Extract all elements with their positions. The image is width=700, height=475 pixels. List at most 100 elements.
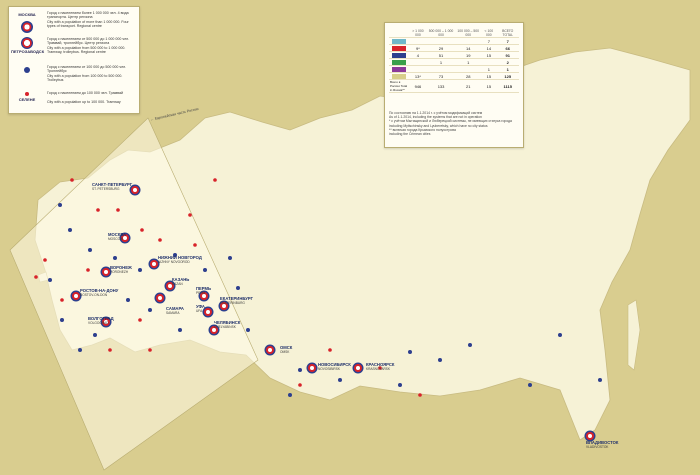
tram-city-dot	[86, 268, 90, 272]
table-cell	[409, 65, 427, 73]
table-cell: 51	[426, 51, 456, 59]
table-cell: 1	[455, 58, 482, 66]
trolleybus-city-dot	[93, 333, 97, 337]
city-ring-center	[74, 294, 78, 298]
trolleybus-city-dot	[408, 350, 412, 354]
table-cell	[409, 37, 427, 45]
city-ring-center	[268, 348, 272, 352]
legend-desc-ru: Город с населением от 100 000 до 500 000…	[47, 65, 127, 74]
table-notes: По состоянию на 1.1.2014 г. с учётом мод…	[389, 111, 519, 136]
tram-city-dot	[158, 238, 162, 242]
table-cell: 28	[455, 72, 482, 80]
legend-desc-en: City with a population up to 100 000. Tr…	[47, 100, 121, 104]
trolleybus-city-dot	[68, 228, 72, 232]
city-ring-center	[152, 262, 156, 266]
row-label	[389, 58, 409, 66]
city-label-rostov: Ростов-на-Дону Rostov-on-Don	[80, 288, 119, 297]
sakhalin-island	[627, 299, 641, 371]
trolleybus-city-dot	[203, 268, 207, 272]
note-line: ** включая города Крымского полуострова	[389, 127, 456, 132]
table-cell	[426, 65, 456, 73]
city-ring-center	[310, 366, 314, 370]
table-row: Всего в России Total in Russia** 946 133 21…	[389, 79, 519, 93]
trolleybus-city-dot	[173, 253, 177, 257]
column-header: < 100 000	[481, 29, 497, 38]
city-ring-center	[133, 188, 137, 192]
table-cell	[455, 37, 482, 45]
tram-city-dot	[96, 208, 100, 212]
table-cell: 946	[409, 79, 427, 93]
statistics-table: > 1 000 000 500 000 – 1 000 000 100 000 …	[389, 29, 519, 93]
table-cell: 1	[481, 65, 497, 73]
european-inset-region	[9, 117, 259, 471]
trolleybus-city-dot	[438, 358, 442, 362]
table-cell	[409, 58, 427, 66]
legend-desc-ru: Город с населением от 500 000 до 1 000 0…	[47, 37, 130, 46]
table-cell: 15	[481, 79, 497, 93]
trolleybus-city-dot	[558, 333, 562, 337]
table-header-row: > 1 000 000 500 000 – 1 000 000 100 000 …	[389, 29, 519, 38]
tram-city-dot	[213, 178, 217, 182]
table-cell: 66	[496, 44, 519, 52]
tram-city-dot	[60, 298, 64, 302]
tram-city-dot	[298, 383, 302, 387]
city-ring-center	[212, 328, 216, 332]
dot-red-icon	[25, 92, 29, 96]
city-label-novosibirsk: Новосибирск Novosibirsk	[318, 362, 351, 371]
table-cell: 7	[496, 37, 519, 45]
city-label-st-petersburg: Санкт-Петербург St. Petersburg	[92, 182, 133, 191]
row-label	[389, 72, 409, 80]
table-cell: 9*	[409, 44, 427, 52]
trolleybus-city-dot	[48, 278, 52, 282]
table-cell: 125	[496, 72, 519, 80]
table-cell: 2	[496, 58, 519, 66]
city-ring-center	[222, 304, 226, 308]
statistics-panel: > 1 000 000 500 000 – 1 000 000 100 000 …	[384, 22, 524, 148]
row-label: Всего в России Total in Russia**	[389, 79, 409, 93]
table-row: 13* 73 28 15 125	[389, 72, 519, 80]
trolleybus-city-dot	[178, 328, 182, 332]
row-label	[389, 65, 409, 73]
city-ring-center	[588, 434, 592, 438]
table-row: 9* 29 14 14 66	[389, 44, 519, 52]
city-label-nizhny-novgorod: Нижний Новгород Nizhny Novgorod	[158, 255, 202, 264]
tram-city-dot	[140, 228, 144, 232]
trolleybus-city-dot	[58, 203, 62, 207]
transport-type-icon	[392, 38, 406, 44]
table-cell: 29	[426, 44, 456, 52]
tram-city-dot	[108, 348, 112, 352]
city-ring-center	[123, 236, 127, 240]
city-label-volgograd: Волгоград Volgograd	[88, 316, 114, 325]
trolleybus-city-dot	[78, 348, 82, 352]
city-ring-center	[104, 270, 108, 274]
city-label-krasnoyarsk: Красноярск Krasnoyarsk	[366, 362, 395, 371]
city-ring-center	[206, 310, 210, 314]
tram-city-dot	[418, 393, 422, 397]
trolleybus-city-dot	[598, 378, 602, 382]
legend-name: ПЕТРОЗАВОДСК	[11, 49, 45, 54]
table-cell: 73	[426, 72, 456, 80]
legend-panel: МОСКВА Город с населением более 1 000 00…	[8, 6, 140, 114]
transport-type-icon	[392, 45, 406, 51]
city-markers	[34, 178, 602, 442]
transport-type-icon	[392, 59, 406, 65]
table-cell: 133	[426, 79, 456, 93]
tram-city-dot	[116, 208, 120, 212]
legend-name: СЕЛЕНЕ	[18, 97, 36, 102]
city-label-chelyabinsk: Челябинск Chelyabinsk	[214, 320, 241, 329]
table-row: 4 51 19 15 91	[389, 51, 519, 59]
tram-city-dot	[188, 213, 192, 217]
city-label-moscow: Москва Moscow	[108, 232, 127, 241]
city-ring-center	[168, 284, 172, 288]
city-ring-center	[202, 294, 206, 298]
trolleybus-city-dot	[138, 268, 142, 272]
city-label-kazan: Казань Kazan	[172, 277, 190, 286]
transport-type-icon	[392, 66, 406, 72]
trolleybus-city-dot	[228, 256, 232, 260]
legend-desc-ru: Город с населением до 100 000 чел. Трамв…	[47, 91, 123, 95]
trolleybus-city-dot	[88, 248, 92, 252]
tram-city-dot	[148, 348, 152, 352]
